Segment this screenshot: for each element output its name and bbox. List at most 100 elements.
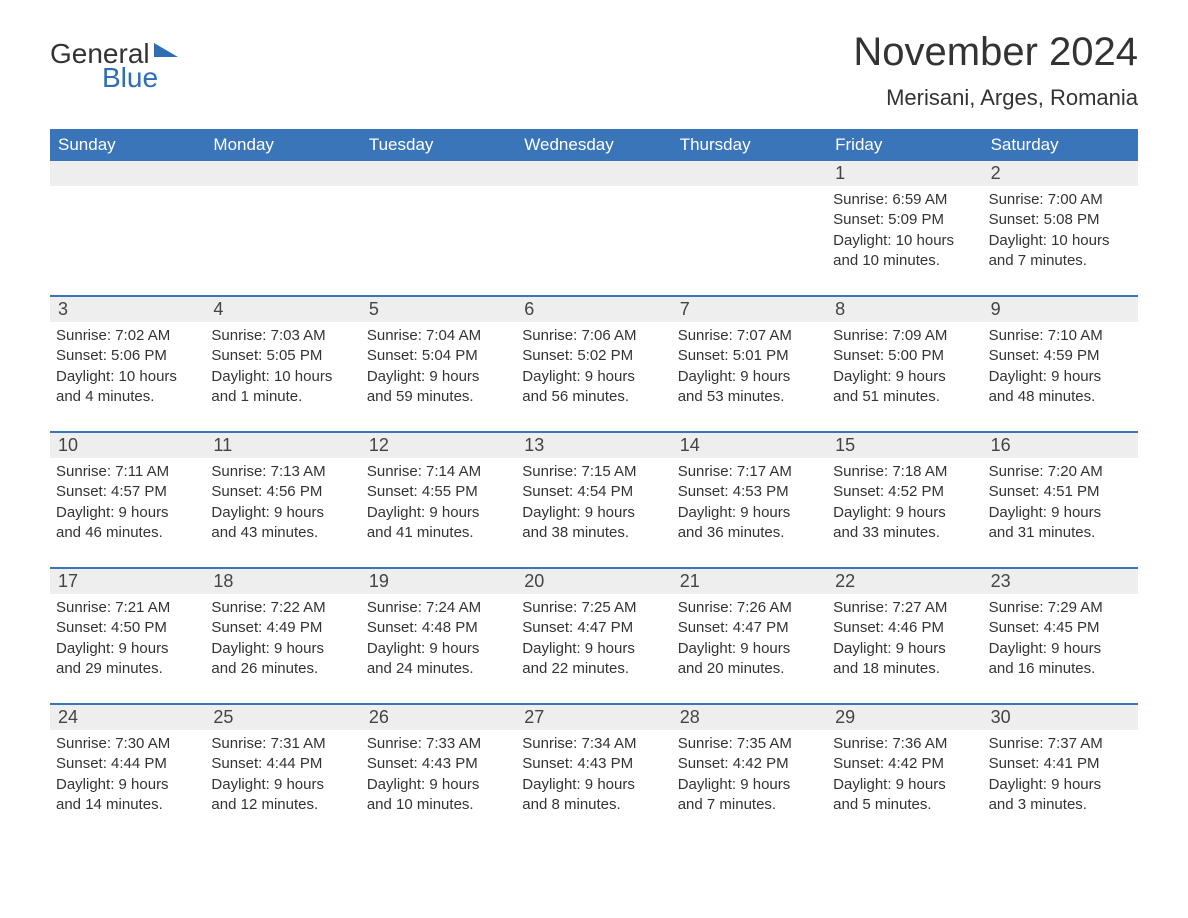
day-number: 13 xyxy=(516,433,671,458)
day-info: Sunrise: 7:27 AMSunset: 4:46 PMDaylight:… xyxy=(833,598,976,679)
day-daylight2: and 56 minutes. xyxy=(522,387,665,407)
day-daylight2: and 22 minutes. xyxy=(522,659,665,679)
day-daylight1: Daylight: 9 hours xyxy=(678,367,821,387)
day-sunrise: Sunrise: 7:03 AM xyxy=(211,326,354,346)
day-sunset: Sunset: 4:47 PM xyxy=(522,618,665,638)
day-sunset: Sunset: 4:47 PM xyxy=(678,618,821,638)
day-sunset: Sunset: 4:59 PM xyxy=(989,346,1132,366)
day-sunrise: Sunrise: 7:18 AM xyxy=(833,462,976,482)
day-sunrise: Sunrise: 7:00 AM xyxy=(989,190,1132,210)
day-info: Sunrise: 7:15 AMSunset: 4:54 PMDaylight:… xyxy=(522,462,665,543)
day-info: Sunrise: 7:11 AMSunset: 4:57 PMDaylight:… xyxy=(56,462,199,543)
calendar-cell: 29Sunrise: 7:36 AMSunset: 4:42 PMDayligh… xyxy=(827,705,982,833)
day-number: 22 xyxy=(827,569,982,594)
day-daylight1: Daylight: 9 hours xyxy=(211,639,354,659)
calendar-cell: 15Sunrise: 7:18 AMSunset: 4:52 PMDayligh… xyxy=(827,433,982,561)
day-daylight2: and 48 minutes. xyxy=(989,387,1132,407)
day-daylight1: Daylight: 9 hours xyxy=(211,775,354,795)
page-header: General Blue November 2024 Merisani, Arg… xyxy=(50,30,1138,111)
calendar-cell: 24Sunrise: 7:30 AMSunset: 4:44 PMDayligh… xyxy=(50,705,205,833)
day-daylight1: Daylight: 9 hours xyxy=(678,639,821,659)
day-daylight2: and 38 minutes. xyxy=(522,523,665,543)
day-number: 18 xyxy=(205,569,360,594)
day-info: Sunrise: 7:33 AMSunset: 4:43 PMDaylight:… xyxy=(367,734,510,815)
week-row: 24Sunrise: 7:30 AMSunset: 4:44 PMDayligh… xyxy=(50,703,1138,833)
day-sunset: Sunset: 4:41 PM xyxy=(989,754,1132,774)
calendar: SundayMondayTuesdayWednesdayThursdayFrid… xyxy=(50,129,1138,833)
day-number: 7 xyxy=(672,297,827,322)
day-sunrise: Sunrise: 6:59 AM xyxy=(833,190,976,210)
day-daylight1: Daylight: 9 hours xyxy=(367,775,510,795)
day-sunrise: Sunrise: 7:17 AM xyxy=(678,462,821,482)
calendar-cell xyxy=(672,161,827,289)
day-daylight2: and 1 minute. xyxy=(211,387,354,407)
day-daylight1: Daylight: 9 hours xyxy=(211,503,354,523)
day-daylight1: Daylight: 9 hours xyxy=(56,639,199,659)
day-daylight2: and 7 minutes. xyxy=(989,251,1132,271)
day-sunrise: Sunrise: 7:02 AM xyxy=(56,326,199,346)
calendar-cell: 30Sunrise: 7:37 AMSunset: 4:41 PMDayligh… xyxy=(983,705,1138,833)
calendar-cell: 7 Sunrise: 7:07 AMSunset: 5:01 PMDaylight… xyxy=(672,297,827,425)
day-number: 8 xyxy=(827,297,982,322)
calendar-cell: 2Sunrise: 7:00 AMSunset: 5:08 PMDaylight… xyxy=(983,161,1138,289)
day-number: 26 xyxy=(361,705,516,730)
day-daylight1: Daylight: 9 hours xyxy=(367,639,510,659)
day-info: Sunrise: 7:34 AMSunset: 4:43 PMDaylight:… xyxy=(522,734,665,815)
day-daylight1: Daylight: 9 hours xyxy=(678,503,821,523)
day-number: 19 xyxy=(361,569,516,594)
weekday-header: Friday xyxy=(827,129,982,161)
day-sunrise: Sunrise: 7:33 AM xyxy=(367,734,510,754)
day-number xyxy=(50,161,205,186)
calendar-cell: 26 Sunrise: 7:33 AMSunset: 4:43 PMDayligh… xyxy=(361,705,516,833)
day-number: 29 xyxy=(827,705,982,730)
calendar-cell xyxy=(50,161,205,289)
day-sunrise: Sunrise: 7:37 AM xyxy=(989,734,1132,754)
day-sunset: Sunset: 4:44 PM xyxy=(56,754,199,774)
day-number: 23 xyxy=(983,569,1138,594)
calendar-cell: 6Sunrise: 7:06 AMSunset: 5:02 PMDaylight… xyxy=(516,297,671,425)
day-daylight2: and 29 minutes. xyxy=(56,659,199,679)
day-daylight1: Daylight: 9 hours xyxy=(989,367,1132,387)
day-daylight2: and 43 minutes. xyxy=(211,523,354,543)
day-number: 12 xyxy=(361,433,516,458)
day-daylight1: Daylight: 9 hours xyxy=(833,367,976,387)
calendar-cell: 16Sunrise: 7:20 AMSunset: 4:51 PMDayligh… xyxy=(983,433,1138,561)
weekday-header: Saturday xyxy=(983,129,1138,161)
day-sunrise: Sunrise: 7:29 AM xyxy=(989,598,1132,618)
day-daylight2: and 4 minutes. xyxy=(56,387,199,407)
day-sunrise: Sunrise: 7:22 AM xyxy=(211,598,354,618)
day-sunset: Sunset: 5:01 PM xyxy=(678,346,821,366)
day-sunset: Sunset: 4:45 PM xyxy=(989,618,1132,638)
day-daylight1: Daylight: 9 hours xyxy=(522,503,665,523)
day-daylight2: and 31 minutes. xyxy=(989,523,1132,543)
day-info: Sunrise: 7:07 AMSunset: 5:01 PMDaylight:… xyxy=(678,326,821,407)
day-sunset: Sunset: 5:04 PM xyxy=(367,346,510,366)
weeks-container: 1Sunrise: 6:59 AMSunset: 5:09 PMDaylight… xyxy=(50,161,1138,833)
day-info: Sunrise: 7:09 AMSunset: 5:00 PMDaylight:… xyxy=(833,326,976,407)
day-daylight2: and 10 minutes. xyxy=(833,251,976,271)
calendar-cell xyxy=(205,161,360,289)
day-sunset: Sunset: 4:52 PM xyxy=(833,482,976,502)
day-daylight2: and 12 minutes. xyxy=(211,795,354,815)
day-daylight2: and 8 minutes. xyxy=(522,795,665,815)
day-sunrise: Sunrise: 7:21 AM xyxy=(56,598,199,618)
day-daylight2: and 7 minutes. xyxy=(678,795,821,815)
day-number: 21 xyxy=(672,569,827,594)
calendar-cell: 19Sunrise: 7:24 AMSunset: 4:48 PMDayligh… xyxy=(361,569,516,697)
weekday-header: Tuesday xyxy=(361,129,516,161)
day-daylight1: Daylight: 9 hours xyxy=(989,775,1132,795)
day-number: 14 xyxy=(672,433,827,458)
day-daylight2: and 3 minutes. xyxy=(989,795,1132,815)
day-sunset: Sunset: 4:51 PM xyxy=(989,482,1132,502)
day-number: 24 xyxy=(50,705,205,730)
day-sunset: Sunset: 4:43 PM xyxy=(522,754,665,774)
day-daylight1: Daylight: 9 hours xyxy=(367,503,510,523)
day-sunrise: Sunrise: 7:11 AM xyxy=(56,462,199,482)
day-info: Sunrise: 7:10 AMSunset: 4:59 PMDaylight:… xyxy=(989,326,1132,407)
day-info: Sunrise: 7:37 AMSunset: 4:41 PMDaylight:… xyxy=(989,734,1132,815)
week-row: 10Sunrise: 7:11 AMSunset: 4:57 PMDayligh… xyxy=(50,431,1138,561)
day-sunset: Sunset: 5:00 PM xyxy=(833,346,976,366)
day-number xyxy=(361,161,516,186)
day-info: Sunrise: 7:22 AMSunset: 4:49 PMDaylight:… xyxy=(211,598,354,679)
day-sunset: Sunset: 5:08 PM xyxy=(989,210,1132,230)
